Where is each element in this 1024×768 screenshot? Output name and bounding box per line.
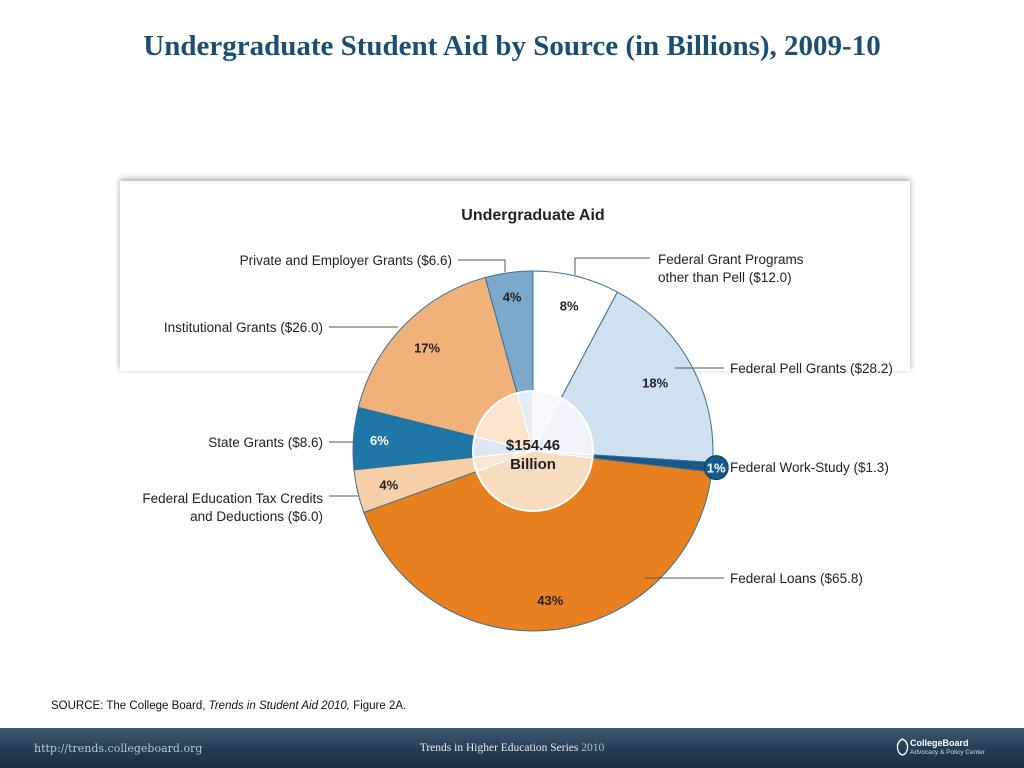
footer-bar: http://trends.collegeboard.org Trends in… (0, 728, 1024, 768)
pie-slice-federal-loans (363, 450, 713, 632)
leader-line-private-and-employer-grants (458, 259, 506, 272)
chart-title: Undergraduate Aid (461, 207, 604, 224)
leader-line-federal-grant-programs-other-than-pell (574, 257, 650, 275)
footer-series-name: Trends in Higher Education Series (419, 742, 579, 754)
footer-url-link[interactable]: http://trends.collegeboard.org (34, 742, 203, 755)
pie-slice-institutional-grants (357, 276, 534, 452)
percent-label-federal-work-study: 1% (707, 461, 726, 476)
percent-label-federal-grant-programs-other-than-pell: 8% (560, 298, 579, 313)
category-label-state-grants: State Grants ($8.6) (208, 435, 323, 450)
category-label-federal-work-study: Federal Work-Study ($1.3) (730, 460, 889, 475)
percent-badge-work-study (703, 455, 729, 481)
total-amount: $154.46 (506, 437, 560, 454)
labels-layer: 8% Federal Grant Programs other than Pell … (142, 252, 892, 608)
slide-title: Undergraduate Student Aid by Source (in … (143, 30, 881, 62)
percent-label-federal-loans: 43% (537, 593, 563, 608)
logo-name: CollegeBoard (910, 738, 969, 748)
percent-label-federal-education-tax-credits-and-deductions: 4% (379, 477, 398, 492)
category-label-private-and-employer-grants: Private and Employer Grants ($6.6) (240, 253, 452, 268)
percent-label-institutional-grants: 17% (414, 341, 440, 356)
source-suffix: Figure 2A. (349, 700, 407, 712)
acorn-icon (896, 738, 909, 756)
footer-series: Trends in Higher Education Series 2010 (0, 742, 1024, 754)
category-label-federal-pell-grants: Federal Pell Grants ($28.2) (730, 361, 893, 376)
percent-label-state-grants: 6% (370, 433, 389, 448)
center-layer (472, 390, 594, 512)
source-publication: Trends in Student Aid 2010, (208, 700, 350, 712)
footer-year: 2010 (581, 742, 605, 754)
center-ring (472, 390, 594, 512)
percent-label-private-and-employer-grants: 4% (503, 289, 522, 304)
source-note: SOURCE: The College Board, Trends in Stu… (51, 700, 406, 712)
category-label-federal-education-tax-credits-and-deductions: Federal Education Tax Credits and Deducti… (142, 491, 323, 524)
total-unit: Billion (510, 456, 556, 473)
leader-layer (329, 257, 725, 579)
collegeboard-logo: CollegeBoard Advocacy & Policy Center (896, 736, 1018, 762)
category-label-federal-loans: Federal Loans ($65.8) (730, 571, 863, 586)
percent-label-federal-pell-grants: 18% (642, 376, 668, 391)
category-label-federal-grant-programs-other-than-pell: Federal Grant Programs other than Pell ($… (658, 252, 804, 285)
category-label-institutional-grants: Institutional Grants ($26.0) (164, 320, 323, 335)
source-prefix: SOURCE: The College Board, (51, 700, 209, 712)
logo-sub: Advocacy & Policy Center (910, 749, 985, 756)
